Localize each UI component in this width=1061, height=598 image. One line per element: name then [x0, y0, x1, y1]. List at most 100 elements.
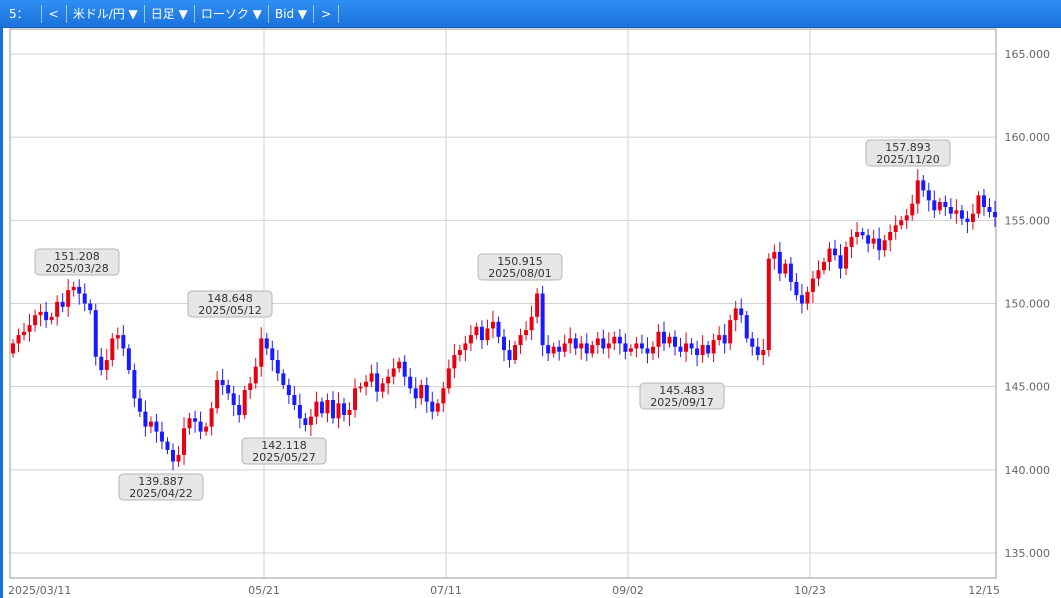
y-tick-label: 160.000	[1005, 131, 1051, 144]
candle	[336, 392, 341, 429]
candle	[115, 327, 120, 350]
candle-body	[667, 336, 672, 344]
candle	[446, 359, 451, 394]
candle-body	[126, 348, 131, 371]
candle-body	[375, 373, 380, 392]
callout-box	[241, 437, 327, 465]
candle-body	[33, 315, 38, 326]
candle-body	[838, 255, 843, 269]
candle-body	[910, 203, 915, 216]
candle-body	[976, 195, 981, 214]
candle-body	[513, 345, 518, 361]
candle-body	[325, 399, 330, 414]
candle-body	[424, 385, 429, 402]
candle	[656, 324, 661, 358]
candle	[722, 323, 727, 354]
candle-body	[810, 278, 815, 292]
candle	[739, 298, 744, 323]
currency-pair-dropdown[interactable]: 米ドル/円 ▼	[67, 4, 145, 23]
candle	[513, 340, 518, 365]
candle	[661, 321, 666, 352]
candle-body	[496, 321, 501, 337]
candle	[915, 169, 920, 214]
timeframe-dropdown[interactable]: 日足 ▼	[145, 4, 195, 23]
candle-body	[22, 331, 27, 336]
y-tick-label: 155.000	[1005, 214, 1051, 227]
candle	[535, 288, 540, 324]
candle-body	[430, 401, 435, 412]
candle	[584, 333, 589, 362]
candle	[176, 446, 181, 467]
callout-date: 2025/11/20	[876, 153, 939, 166]
candle	[777, 241, 782, 282]
candle	[242, 385, 247, 420]
candle-body	[970, 213, 975, 222]
candle	[126, 344, 131, 375]
candle	[319, 397, 324, 418]
candle-body	[915, 180, 920, 204]
y-axis: 135.000 140.000 145.000 150.000 155.000 160.0…	[1005, 48, 1051, 560]
candle	[573, 333, 578, 355]
candle	[209, 401, 214, 436]
candle-body	[849, 236, 854, 247]
candle	[518, 328, 523, 354]
candle-body	[286, 385, 291, 395]
candle	[292, 386, 297, 411]
candle-body	[468, 335, 473, 344]
candle	[810, 270, 815, 304]
candle-body	[452, 355, 457, 369]
candle-body	[777, 251, 782, 274]
chart-style-dropdown[interactable]: ローソク ▼	[195, 4, 269, 23]
candle	[270, 340, 275, 372]
candle	[943, 195, 948, 216]
next-button[interactable]: >	[314, 4, 340, 23]
candle	[551, 342, 556, 358]
candle-body	[231, 393, 236, 405]
candle	[391, 358, 396, 385]
candle	[948, 198, 953, 219]
candle-body	[226, 385, 231, 394]
candle	[479, 320, 484, 349]
candle-body	[965, 218, 970, 222]
candle-body	[678, 346, 683, 352]
candle	[38, 304, 43, 327]
candle	[612, 331, 617, 350]
candle-body	[623, 343, 628, 352]
prev-button[interactable]: <	[42, 4, 67, 23]
candle-body	[308, 416, 313, 425]
candle	[441, 381, 446, 413]
candle	[706, 340, 711, 358]
candle	[248, 376, 253, 399]
candle-body	[540, 293, 545, 346]
candle-body	[733, 308, 738, 321]
candle	[562, 334, 567, 358]
price-type-dropdown[interactable]: Bid ▼	[269, 4, 315, 23]
candle-body	[562, 343, 567, 352]
candle-body	[573, 338, 578, 349]
candle	[132, 363, 137, 408]
candle-body	[932, 200, 937, 211]
candle	[93, 303, 98, 366]
candle	[314, 391, 319, 425]
candle-body	[524, 330, 529, 336]
candle-body	[457, 350, 462, 356]
candle-body	[535, 293, 540, 317]
chart-toolbar: 5： < 米ドル/円 ▼ 日足 ▼ ローソク ▼ Bid ▼ >	[0, 0, 1061, 28]
callout-value: 145.483	[659, 384, 705, 397]
callout-value: 148.648	[207, 292, 253, 305]
candle	[987, 198, 992, 218]
x-tick-label: 09/02	[612, 584, 644, 597]
candle	[623, 333, 628, 360]
candle-body	[220, 380, 225, 386]
candle	[165, 437, 170, 455]
candle	[595, 331, 600, 354]
candle	[959, 205, 964, 226]
candle	[121, 325, 126, 357]
candle	[507, 340, 512, 368]
candle	[805, 286, 810, 310]
candle	[386, 369, 391, 395]
period-selector[interactable]: 5：	[4, 4, 42, 23]
candle	[220, 368, 225, 395]
candle-body	[728, 320, 733, 344]
